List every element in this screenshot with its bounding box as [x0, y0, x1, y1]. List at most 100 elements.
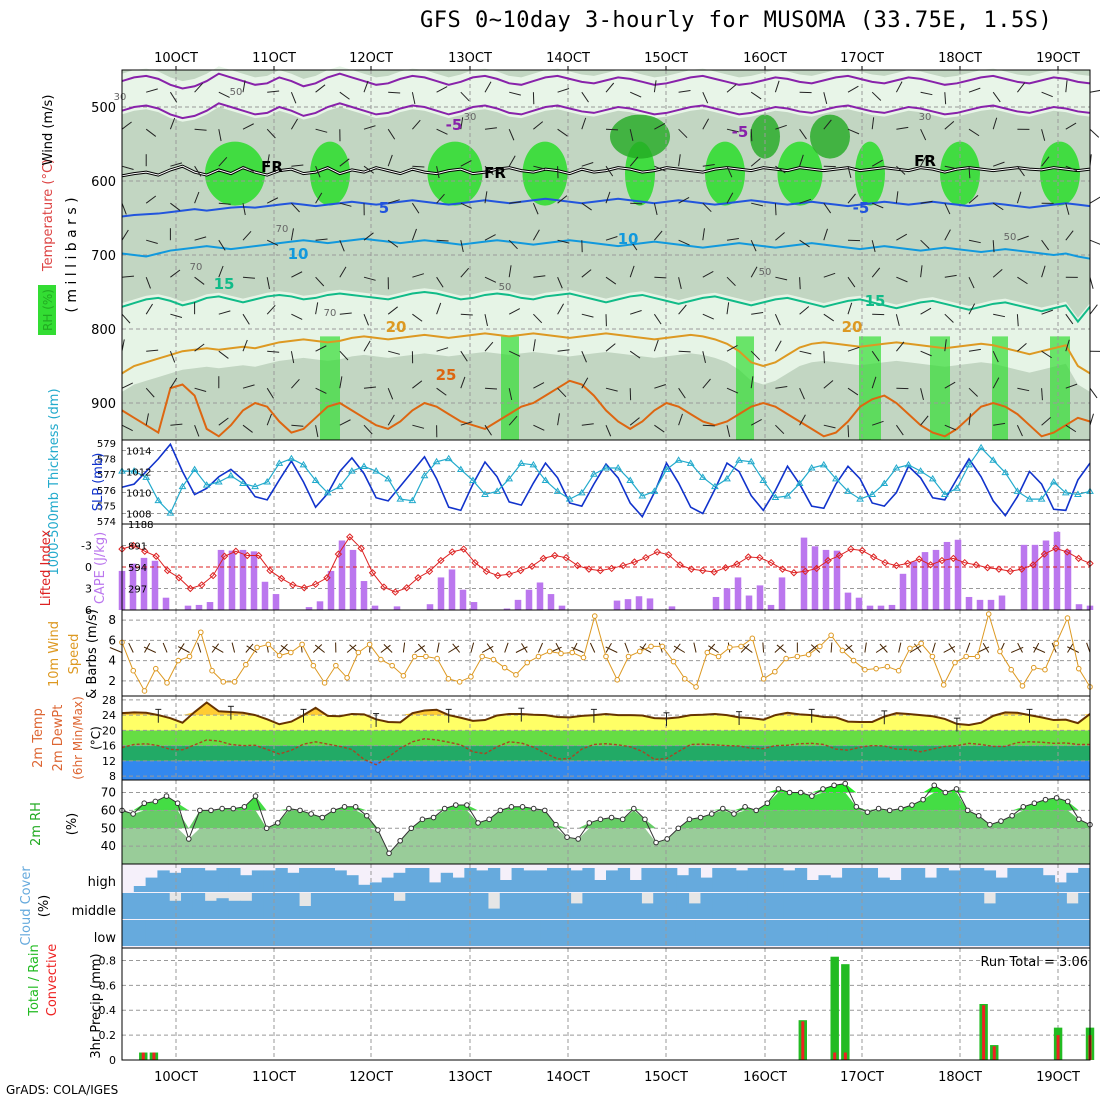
wind-barb [177, 646, 190, 653]
cloud-bar [204, 900, 217, 919]
thickness-point [178, 482, 187, 490]
wind-barb [943, 646, 956, 653]
rh-humid-patch [1040, 141, 1080, 206]
wind-barb [1041, 91, 1053, 98]
wind-barb [363, 386, 376, 389]
wind-barb [702, 313, 714, 320]
cloud-bar [205, 920, 219, 946]
rh-point [141, 800, 148, 807]
thickness-point [239, 479, 247, 487]
lifted-index-point [926, 561, 935, 569]
wind-barb [629, 156, 639, 167]
rh-point [942, 789, 949, 796]
wind-barb [313, 644, 323, 653]
temp-band-fill [122, 745, 1090, 761]
wind-speed-point [344, 674, 350, 681]
rh-point [886, 807, 893, 814]
cloud-bar [731, 920, 744, 946]
wind-speed-point [850, 657, 857, 664]
cloud-bar [322, 868, 335, 892]
cloud-bar [582, 893, 595, 919]
wind-barb [920, 415, 929, 426]
wind-barb [799, 239, 810, 248]
rh-point [508, 804, 515, 810]
cloud-bar [369, 893, 383, 919]
rh-humid-column [320, 336, 340, 440]
wind-barb [146, 239, 158, 244]
lifted-index-point [812, 564, 821, 573]
y-tick-label: 60 [101, 803, 116, 817]
wind-barb [702, 118, 710, 130]
cloud-layer-label: low [94, 931, 117, 946]
wind-barb [411, 202, 420, 214]
wind-barb [557, 128, 568, 137]
wind-barb [630, 202, 643, 205]
wind-barb [170, 202, 181, 211]
cloud-bar [830, 893, 843, 919]
wind-barb [750, 376, 754, 389]
cloud-axis-unit: (%) [37, 895, 52, 918]
cloud-bar [540, 920, 553, 946]
rh-point [653, 839, 659, 846]
wind-barb [266, 154, 270, 167]
cloud-bar [192, 893, 206, 919]
thickness-point [602, 464, 610, 471]
rh-point [252, 793, 259, 799]
lifted-index-point [289, 581, 297, 589]
rh-humid-patch [855, 141, 885, 206]
cloud-bar [934, 920, 948, 946]
cape-bar [514, 599, 522, 610]
wind-barb [242, 424, 253, 433]
y-tick-label: 28 [102, 694, 116, 707]
cloud-bar [384, 920, 398, 946]
cloud-bar [877, 877, 890, 892]
y2-tick-label: 6 [85, 604, 92, 617]
cloud-bar [1042, 875, 1056, 892]
cloud-bar [818, 875, 831, 892]
cloud-bar [898, 920, 912, 946]
x-tick-label: 18OCT [938, 51, 982, 66]
thickness-point [505, 474, 514, 482]
thickness-point [142, 473, 151, 480]
cape-bar [129, 563, 137, 610]
wind-barb [290, 92, 297, 104]
contour-label: 10 [618, 230, 639, 248]
wind-speed-point [963, 653, 969, 660]
cloud-bar [1042, 893, 1056, 919]
wind-barb [121, 424, 133, 432]
rh-point [742, 804, 748, 810]
cloud-bar [700, 893, 713, 919]
wind-barb [653, 80, 657, 93]
run-total-annotation: Run Total = 3.06 [980, 955, 1088, 970]
wind-barb [346, 644, 357, 653]
wind-speed-point [738, 643, 744, 650]
rh-point [586, 820, 593, 826]
cloud-bar [169, 900, 182, 919]
wind-speed-point [817, 643, 823, 650]
rh-point [208, 807, 214, 814]
thickness-point [698, 473, 707, 480]
wind-speed-point [940, 682, 947, 688]
cloud-bar [995, 877, 1008, 892]
wind-barb [169, 91, 178, 103]
wind-barb [143, 646, 156, 653]
thickness-point [638, 492, 647, 499]
cloud-bar [181, 920, 195, 946]
wind-barb [1089, 387, 1098, 399]
wind-speed-point [434, 655, 440, 662]
cloud-bar [523, 893, 536, 919]
cloud-bar [827, 920, 840, 946]
wind-speed-point [288, 649, 294, 656]
rh-contour-label: 70 [276, 224, 289, 235]
wind-speed-point [209, 667, 215, 674]
wind-barb [538, 642, 544, 653]
cloud-bar [994, 920, 1007, 946]
cape-bar [206, 602, 214, 610]
wind-barb [194, 128, 207, 131]
y-tick-label: 6 [108, 633, 116, 647]
wind-barb [581, 202, 592, 211]
rh-point [542, 807, 548, 814]
rh-point [1076, 816, 1082, 823]
lifted-index-point [1052, 544, 1060, 553]
y-tick-label: 16 [102, 740, 116, 753]
